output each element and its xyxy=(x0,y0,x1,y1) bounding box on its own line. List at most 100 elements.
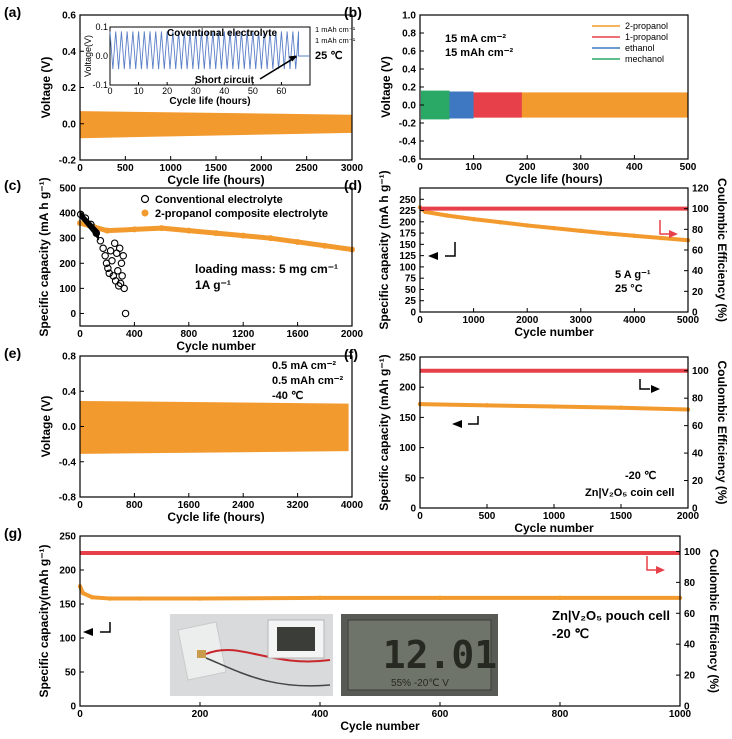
y-tick-label: 50 xyxy=(405,285,417,296)
inset-note: 25 ℃ xyxy=(315,50,343,62)
axis-arrow-left-head xyxy=(428,252,438,260)
inset-x-label: Cycle life (hours) xyxy=(169,96,250,107)
panel-label: (b) xyxy=(344,4,362,20)
data-point xyxy=(578,228,583,234)
legend-marker xyxy=(140,194,150,204)
y-tick-label: 0.6 xyxy=(62,11,76,22)
axis-arrow-left xyxy=(445,242,456,257)
data-point xyxy=(618,405,624,410)
y-tick-label: 200 xyxy=(59,259,76,270)
x-tick-label: 0 xyxy=(77,163,83,174)
y-tick-label: 150 xyxy=(399,413,416,424)
y2-axis-label: Coulombic Efficiency (%) xyxy=(715,178,729,322)
y-tick-label: 100 xyxy=(399,262,416,273)
y-tick-label: 50 xyxy=(65,668,77,679)
x-tick-label: 0 xyxy=(77,329,83,340)
annotation: 25 °C xyxy=(615,283,643,295)
y-tick-label: 0.8 xyxy=(62,352,76,363)
data-point xyxy=(106,246,115,255)
x-tick-label: 2000 xyxy=(677,511,700,522)
y-tick-label: 0 xyxy=(70,702,76,713)
y-tick-label: 250 xyxy=(399,353,416,364)
inset-title: Coventional electrolyte xyxy=(167,28,277,39)
y-tick-label: 100 xyxy=(399,443,416,454)
inset: 0 10 20 30 40 50 60 -0.1 0.0 0.1 Cycle life (hours… xyxy=(83,22,356,107)
y-axis-label: Specific capacity(mAh g⁻¹) xyxy=(37,544,51,697)
y-axis-label: Voltage (V) xyxy=(39,57,53,119)
y-tick-label: 150 xyxy=(399,240,416,251)
data-point xyxy=(525,223,530,228)
panel-a: 0 500 1000 1500 2000 2500 3000-0.20.00.20.40.6… xyxy=(4,4,364,187)
axis-arrow-right xyxy=(639,379,650,390)
x-tick-label: 800 xyxy=(552,709,569,720)
panel-c: 0 400 800 1200 1600 2000 0 100 200 300 400 500 Cycle… xyxy=(4,177,364,353)
data-point xyxy=(551,225,557,231)
annotation: -20 ℃ xyxy=(625,470,656,482)
x-tick-label: 400 xyxy=(312,709,329,720)
panel-f: 0 500 1000 1500 2000050100150200250020406080… xyxy=(344,346,729,535)
inset-y-tick-label: 0.1 xyxy=(95,22,108,32)
y2-tick-label: 20 xyxy=(692,287,704,298)
inset-y-label: Voltage(V) xyxy=(83,35,93,77)
panel-g: 0 200 400 600 800 100005010015020025002040608… xyxy=(4,525,721,733)
y-tick-label: 125 xyxy=(399,251,416,262)
y-tick-label: 0.0 xyxy=(402,101,416,112)
data-point xyxy=(119,251,127,260)
y-axis-label: Voltage (V) xyxy=(39,396,53,458)
y-tick-label: -0.2 xyxy=(59,156,77,167)
annotation: 15 mAh cm⁻² xyxy=(445,47,513,59)
y-axis-label: Specific capacity (mA h g⁻¹) xyxy=(37,177,51,336)
axis-arrow-left-head xyxy=(452,420,462,428)
annotation: Zn|V₂O₅ coin cell xyxy=(585,487,674,499)
y2-tick-label: 20 xyxy=(692,476,704,487)
x-tick-label: 1200 xyxy=(232,329,255,340)
panel-label: (a) xyxy=(4,4,21,20)
x-tick-label: 3200 xyxy=(286,500,309,511)
legend-label: 2-propanol composite electrolyte xyxy=(155,208,328,220)
data-point xyxy=(632,233,637,238)
x-tick-label: 5000 xyxy=(677,315,700,326)
data-point xyxy=(118,272,126,280)
y-tick-label: 150 xyxy=(59,600,76,611)
x-tick-label: 1000 xyxy=(160,163,183,174)
y-tick-label: 0.4 xyxy=(62,387,76,398)
x-tick-label: 800 xyxy=(126,500,143,511)
dense-conventional xyxy=(80,210,100,241)
data-point xyxy=(240,232,247,239)
inset-x-tick-label: 20 xyxy=(162,86,172,96)
y2-tick-label: 40 xyxy=(692,449,704,460)
x-tick-label: 800 xyxy=(180,329,197,340)
data-point xyxy=(659,235,664,241)
y-tick-label: 75 xyxy=(405,274,417,285)
y-tick-label: 25 xyxy=(405,296,417,307)
inset-frame xyxy=(109,26,311,86)
y-tick-label: -0.6 xyxy=(399,155,417,166)
panel-e: 0 800 1600 2400 3200 4000 -0.8 -0.4 0.0 0.4 0.8 Cyc… xyxy=(4,345,364,524)
data-point xyxy=(107,596,113,601)
y-tick-label: 225 xyxy=(399,206,416,217)
data-point xyxy=(423,209,428,215)
plot-frame xyxy=(79,187,353,327)
x-tick-label: 500 xyxy=(117,163,134,174)
series-band xyxy=(421,90,450,120)
y-tick-label: 1.0 xyxy=(402,11,416,22)
x-tick-label: 0 xyxy=(77,500,83,511)
data-point xyxy=(185,227,192,234)
inset-note: 1 mAh cm⁻¹ xyxy=(315,36,356,45)
data-point xyxy=(108,257,116,265)
panel-label: (f) xyxy=(344,346,358,362)
y2-tick-label: 100 xyxy=(692,366,709,377)
data-point xyxy=(120,284,128,293)
panel-label: (d) xyxy=(344,177,362,193)
data-point xyxy=(317,595,323,601)
annotation: 5 A g⁻¹ xyxy=(615,269,651,281)
y2-tick-label: 120 xyxy=(692,184,709,195)
y2-axis-label: Coulombic Efficiency (%) xyxy=(707,549,721,693)
data-point xyxy=(213,230,219,237)
y-tick-label: 0.4 xyxy=(62,47,76,58)
x-tick-label: 2500 xyxy=(296,163,319,174)
x-axis-label: Cycle number xyxy=(176,339,256,353)
data-point xyxy=(557,595,563,601)
x-tick-label: 2000 xyxy=(341,329,364,340)
